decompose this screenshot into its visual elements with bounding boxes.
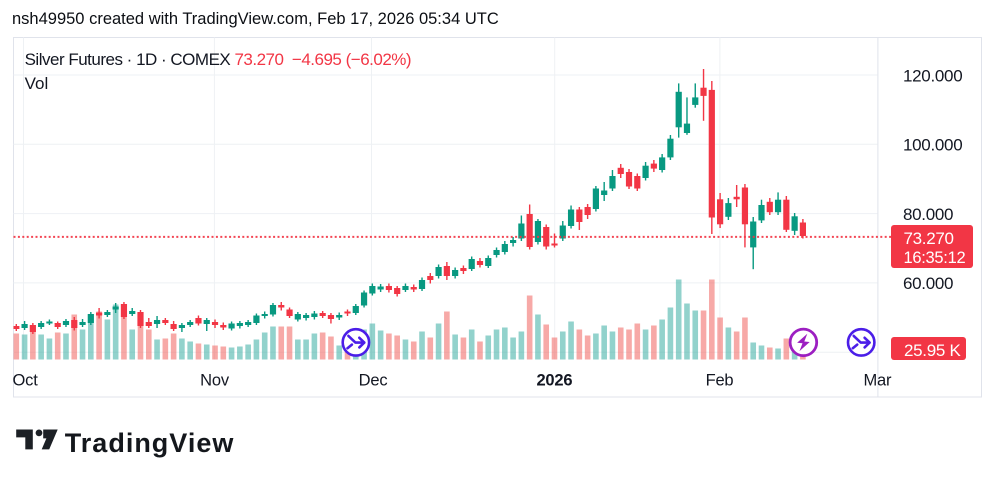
svg-text:TradingView: TradingView xyxy=(65,428,235,458)
svg-text:100.000: 100.000 xyxy=(903,136,962,155)
svg-text:120.000: 120.000 xyxy=(903,66,962,85)
svg-text:Dec: Dec xyxy=(359,372,388,390)
svg-text:80.000: 80.000 xyxy=(903,205,953,224)
svg-text:25.95 K: 25.95 K xyxy=(904,341,961,360)
svg-text:2026: 2026 xyxy=(536,372,572,390)
svg-text:16:35:12: 16:35:12 xyxy=(904,249,966,267)
svg-text:Vol: Vol xyxy=(25,74,49,93)
svg-text:73.270: 73.270 xyxy=(904,229,954,248)
svg-text:60.000: 60.000 xyxy=(903,274,953,293)
svg-text:Silver Futures · 1D · COMEX 73: Silver Futures · 1D · COMEX 73.270 −4.69… xyxy=(25,50,411,69)
svg-text:Nov: Nov xyxy=(200,372,230,390)
svg-text:Mar: Mar xyxy=(863,372,892,390)
svg-text:nsh49950 created with TradingV: nsh49950 created with TradingView.com, F… xyxy=(12,10,499,28)
svg-text:Oct: Oct xyxy=(13,372,39,390)
svg-text:Feb: Feb xyxy=(706,372,734,390)
